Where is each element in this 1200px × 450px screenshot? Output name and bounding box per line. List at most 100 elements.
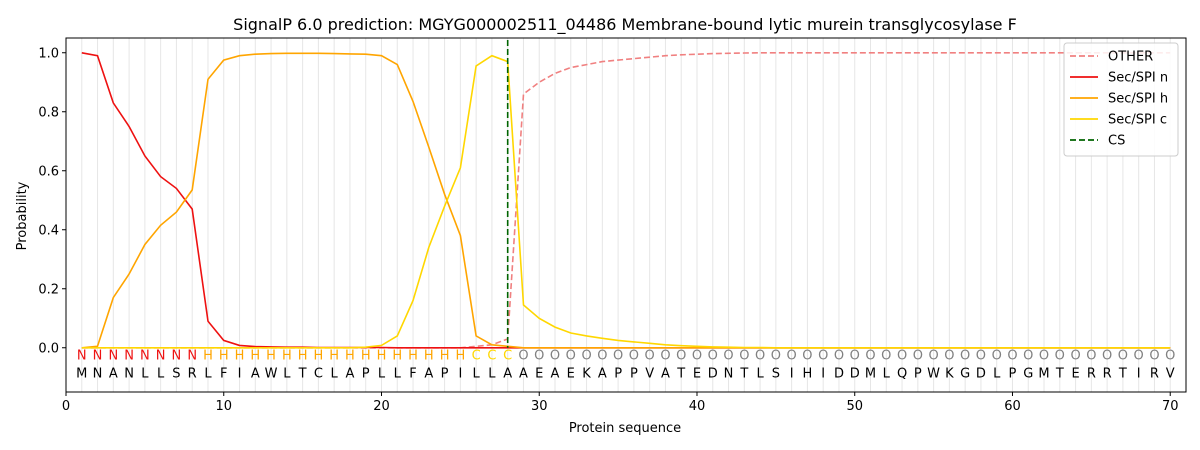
region-label: O bbox=[1149, 349, 1159, 364]
residue-label: D bbox=[850, 366, 860, 381]
series-layer bbox=[81, 40, 1171, 349]
residue-label: A bbox=[251, 366, 260, 381]
x-axis-ticks: 0 10 20 30 40 50 60 70 bbox=[62, 392, 1179, 414]
residue-label: I bbox=[821, 366, 825, 381]
plot-frame bbox=[65, 37, 1187, 393]
y-axis-ticks: 0.0 0.2 0.4 0.6 0.8 1.0 bbox=[38, 46, 66, 356]
residue-label: M bbox=[1038, 366, 1049, 381]
series-line-other bbox=[81, 51, 1171, 349]
region-label: O bbox=[723, 349, 733, 364]
x-tick-label: 70 bbox=[1162, 399, 1179, 414]
region-label: C bbox=[472, 349, 481, 364]
legend-label: CS bbox=[1108, 134, 1125, 149]
residue-label: L bbox=[488, 366, 496, 381]
residue-label: W bbox=[265, 366, 278, 381]
residue-label: A bbox=[519, 366, 528, 381]
residue-label: P bbox=[914, 366, 922, 381]
y-tick-label: 1.0 bbox=[38, 46, 59, 61]
region-label: H bbox=[250, 349, 260, 364]
residue-label: T bbox=[298, 366, 307, 381]
series-line-sec-spi-n bbox=[81, 52, 1171, 349]
y-axis-label: Probability bbox=[15, 181, 30, 250]
residue-label: L bbox=[394, 366, 402, 381]
region-label: O bbox=[566, 349, 576, 364]
region-label: O bbox=[1102, 349, 1112, 364]
residue-label: A bbox=[661, 366, 670, 381]
region-label: O bbox=[550, 349, 560, 364]
legend-box bbox=[1063, 42, 1179, 157]
y-tick-label: 0.0 bbox=[38, 341, 59, 356]
region-label: H bbox=[361, 349, 371, 364]
region-label: O bbox=[518, 349, 528, 364]
residue-label: L bbox=[204, 366, 212, 381]
region-label: H bbox=[377, 349, 387, 364]
residue-label: G bbox=[1023, 366, 1033, 381]
residue-label: R bbox=[1150, 366, 1159, 381]
region-label: O bbox=[1134, 349, 1144, 364]
residue-label: D bbox=[834, 366, 844, 381]
residue-label: N bbox=[124, 366, 134, 381]
region-label: O bbox=[739, 349, 749, 364]
region-label: N bbox=[140, 349, 150, 364]
region-label: O bbox=[1165, 349, 1175, 364]
region-label: H bbox=[203, 349, 213, 364]
residue-label: L bbox=[378, 366, 386, 381]
residue-label: L bbox=[883, 366, 891, 381]
region-label: O bbox=[1118, 349, 1128, 364]
region-label: O bbox=[865, 349, 875, 364]
residue-label: R bbox=[1087, 366, 1096, 381]
chart-title: SignalP 6.0 prediction: MGYG000002511_04… bbox=[233, 15, 1017, 35]
region-label: O bbox=[1086, 349, 1096, 364]
residue-label: L bbox=[141, 366, 149, 381]
region-label: H bbox=[314, 349, 324, 364]
region-label: O bbox=[1039, 349, 1049, 364]
x-tick-label: 10 bbox=[215, 399, 232, 414]
residue-label: D bbox=[708, 366, 718, 381]
region-label: H bbox=[345, 349, 355, 364]
residue-label: A bbox=[551, 366, 560, 381]
region-label: H bbox=[298, 349, 308, 364]
region-label: H bbox=[235, 349, 245, 364]
region-label: O bbox=[928, 349, 938, 364]
region-label: N bbox=[77, 349, 87, 364]
x-tick-label: 0 bbox=[62, 399, 70, 414]
region-label: O bbox=[850, 349, 860, 364]
residue-label: A bbox=[598, 366, 607, 381]
region-label: C bbox=[503, 349, 512, 364]
residue-label: K bbox=[945, 366, 954, 381]
region-label: O bbox=[881, 349, 891, 364]
region-label: O bbox=[629, 349, 639, 364]
residue-label: F bbox=[409, 366, 416, 381]
series-line-sec-spi-h bbox=[81, 52, 1171, 349]
region-label: O bbox=[692, 349, 702, 364]
region-label: O bbox=[1023, 349, 1033, 364]
region-label: O bbox=[1070, 349, 1080, 364]
residue-label: S bbox=[172, 366, 180, 381]
residue-label: A bbox=[109, 366, 118, 381]
residue-label: M bbox=[865, 366, 876, 381]
region-label: H bbox=[392, 349, 402, 364]
residue-label: A bbox=[424, 366, 433, 381]
residue-label: I bbox=[238, 366, 242, 381]
y-tick-label: 0.6 bbox=[38, 164, 59, 179]
region-label: O bbox=[802, 349, 812, 364]
residue-label: G bbox=[960, 366, 970, 381]
residue-label: D bbox=[976, 366, 986, 381]
region-label: O bbox=[913, 349, 923, 364]
legend: OTHER Sec/SPI n Sec/SPI h Sec/SPI c CS bbox=[1063, 42, 1179, 157]
x-tick-label: 50 bbox=[846, 399, 863, 414]
y-tick-label: 0.4 bbox=[38, 223, 59, 238]
residue-label: P bbox=[630, 366, 638, 381]
region-label: N bbox=[172, 349, 182, 364]
x-tick-label: 60 bbox=[1004, 399, 1021, 414]
x-tick-label: 20 bbox=[373, 399, 390, 414]
region-label: H bbox=[219, 349, 229, 364]
residue-label: F bbox=[220, 366, 227, 381]
region-label: O bbox=[581, 349, 591, 364]
residue-label: N bbox=[93, 366, 103, 381]
region-label: O bbox=[597, 349, 607, 364]
region-label: O bbox=[944, 349, 954, 364]
region-label: O bbox=[818, 349, 828, 364]
grid-layer bbox=[81, 38, 1171, 392]
